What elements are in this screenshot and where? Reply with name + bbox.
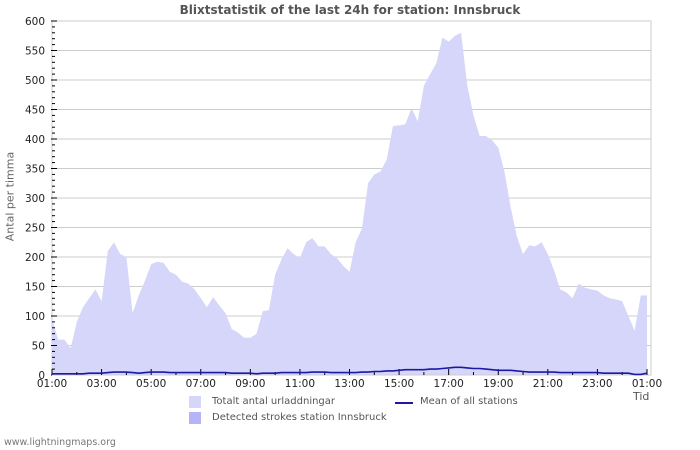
- legend-swatch-station: [189, 412, 201, 424]
- svg-text:23:00: 23:00: [582, 378, 612, 390]
- svg-text:05:00: 05:00: [136, 378, 166, 390]
- svg-text:600: 600: [25, 16, 45, 28]
- svg-text:03:00: 03:00: [86, 378, 116, 390]
- legend-swatch-mean: [395, 402, 413, 404]
- svg-text:21:00: 21:00: [533, 378, 563, 390]
- svg-text:09:00: 09:00: [235, 378, 265, 390]
- chart-title: Blixtstatistik of the last 24h for stati…: [179, 3, 521, 17]
- svg-text:01:00: 01:00: [37, 378, 67, 390]
- svg-text:13:00: 13:00: [334, 378, 364, 390]
- svg-text:50: 50: [32, 341, 45, 353]
- svg-text:450: 450: [25, 105, 45, 117]
- svg-text:200: 200: [25, 252, 45, 264]
- svg-text:07:00: 07:00: [186, 378, 216, 390]
- footer-source: www.lightningmaps.org: [4, 437, 116, 448]
- svg-text:11:00: 11:00: [285, 378, 315, 390]
- svg-text:17:00: 17:00: [434, 378, 464, 390]
- svg-text:400: 400: [25, 134, 45, 146]
- mean-line: [52, 366, 648, 376]
- svg-text:350: 350: [25, 164, 45, 176]
- legend-swatch-total: [189, 396, 201, 408]
- svg-text:550: 550: [25, 46, 45, 58]
- svg-text:300: 300: [25, 193, 45, 205]
- x-axis-label: Tid: [633, 390, 650, 403]
- svg-text:01:00: 01:00: [632, 378, 662, 390]
- legend-label-total: Totalt antal urladdningar: [212, 396, 336, 407]
- axes: 0 50 100 150 200 250 300 350 400 450 500 550 600 01:0…: [25, 16, 662, 390]
- svg-text:150: 150: [25, 282, 45, 294]
- svg-text:250: 250: [25, 223, 45, 235]
- data-areas: [52, 32, 647, 376]
- svg-text:0: 0: [38, 370, 45, 382]
- svg-text:100: 100: [25, 311, 45, 323]
- svg-text:500: 500: [25, 75, 45, 87]
- legend-label-station: Detected strokes station Innsbruck: [212, 412, 387, 423]
- svg-text:15:00: 15:00: [384, 378, 414, 390]
- svg-text:19:00: 19:00: [483, 378, 513, 390]
- legend-label-mean: Mean of all stations: [420, 396, 518, 407]
